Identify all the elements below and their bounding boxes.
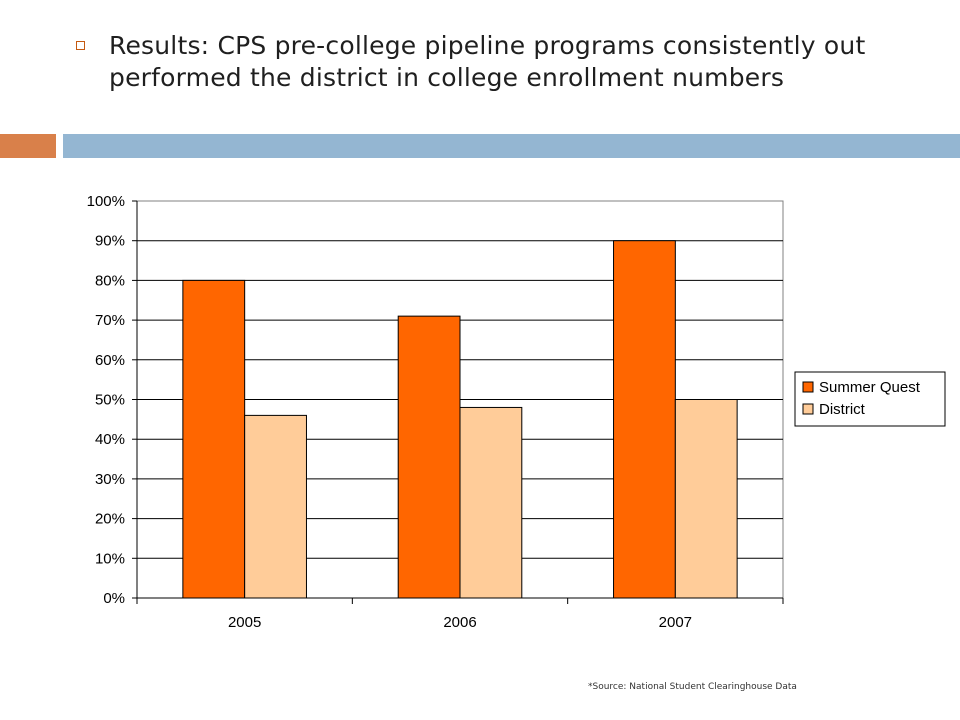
y-tick-label: 20% xyxy=(95,511,125,528)
y-tick-label: 30% xyxy=(95,471,125,488)
square-bullet-icon xyxy=(76,41,85,50)
bar-summer-quest xyxy=(397,315,461,599)
legend-swatch xyxy=(802,381,814,393)
y-tick-label: 40% xyxy=(95,431,125,448)
bar-district xyxy=(459,406,523,599)
x-tick-label: 2006 xyxy=(443,614,476,631)
slide-title: Results: CPS pre-college pipeline progra… xyxy=(109,31,866,92)
legend-swatch xyxy=(802,403,814,415)
legend-label: District xyxy=(819,401,866,418)
legend xyxy=(794,371,946,427)
y-tick-label: 80% xyxy=(95,272,125,289)
y-tick-label: 50% xyxy=(95,392,125,409)
x-tick-label: 2007 xyxy=(659,614,692,631)
bar-summer-quest xyxy=(613,240,676,599)
y-tick-label: 10% xyxy=(95,550,125,567)
accent-band-left xyxy=(0,134,56,158)
accent-band-right xyxy=(63,134,960,158)
y-tick-label: 0% xyxy=(103,590,125,607)
x-tick-label: 2005 xyxy=(228,614,261,631)
y-tick-label: 90% xyxy=(95,233,125,250)
source-note: *Source: National Student Clearinghouse … xyxy=(588,682,797,692)
y-tick-label: 100% xyxy=(87,193,125,210)
bar-district xyxy=(674,399,738,599)
y-tick-label: 60% xyxy=(95,352,125,369)
title-block: Results: CPS pre-college pipeline progra… xyxy=(76,30,936,94)
y-tick-label: 70% xyxy=(95,312,125,329)
bar-summer-quest xyxy=(182,279,246,599)
legend-label: Summer Quest xyxy=(819,379,921,396)
bar-district xyxy=(244,414,307,599)
